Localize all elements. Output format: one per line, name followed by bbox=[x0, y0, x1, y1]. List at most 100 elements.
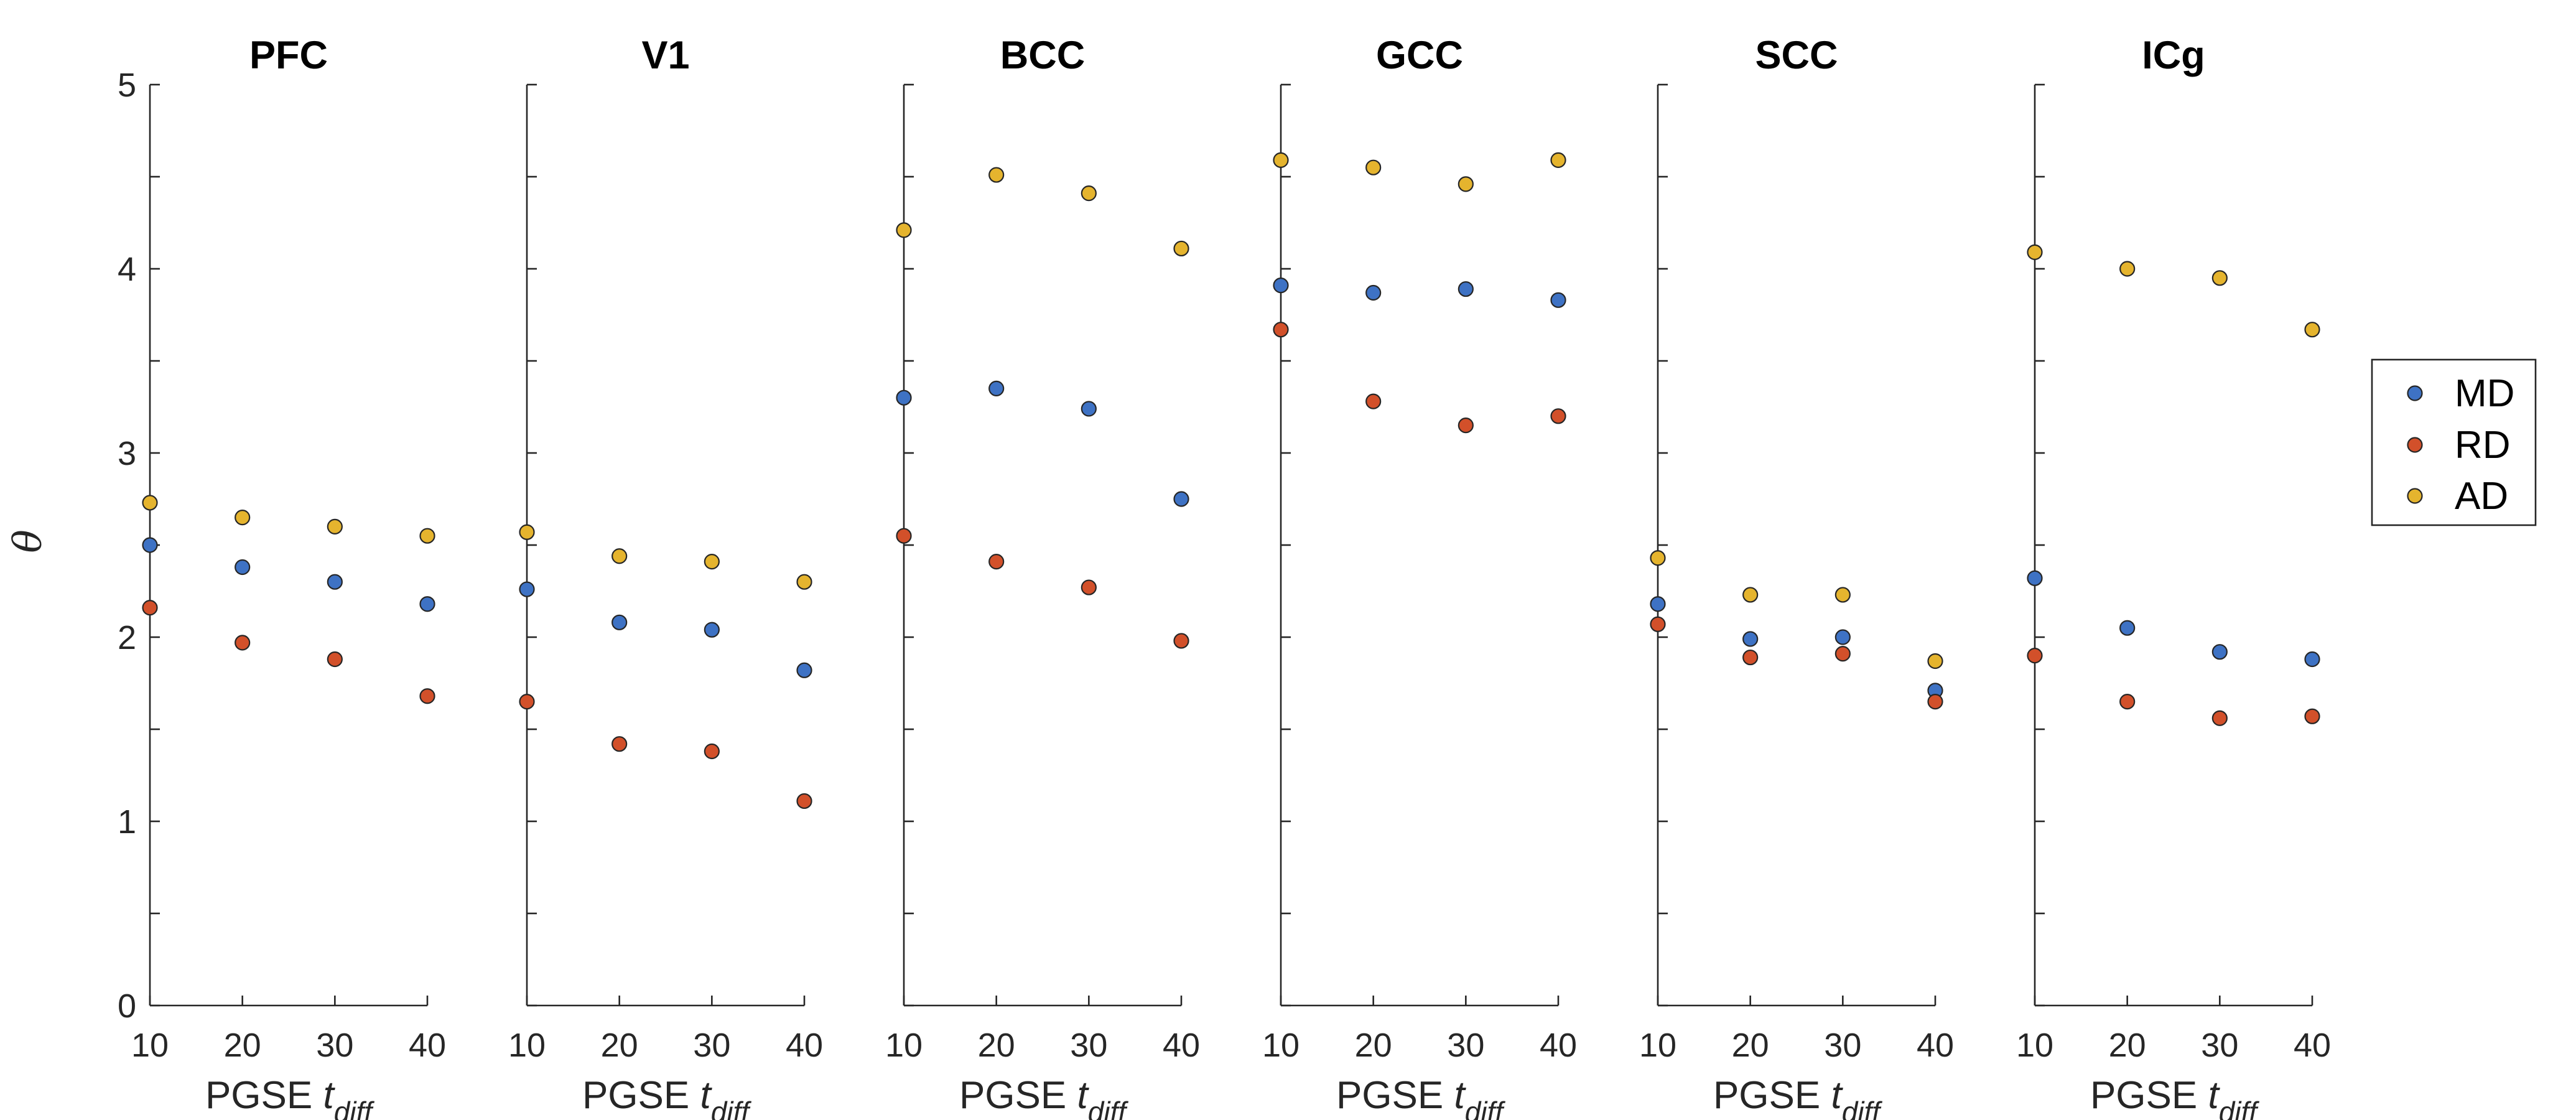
point-icg-md-30 bbox=[2211, 644, 2228, 660]
x-axis-label-variable: t bbox=[1077, 1074, 1089, 1117]
x-axis-label-subscript: diff bbox=[1842, 1096, 1883, 1120]
point-gcc-ad-40 bbox=[1550, 152, 1566, 168]
x-axis-label-variable: t bbox=[2208, 1074, 2220, 1117]
x-axis-label-subscript: diff bbox=[334, 1096, 375, 1120]
point-gcc-rd-30 bbox=[1458, 417, 1474, 434]
x-axis-label: PGSE tdiff bbox=[582, 1074, 751, 1120]
x-axis-label-variable: t bbox=[323, 1074, 335, 1117]
point-scc-ad-10 bbox=[1650, 550, 1666, 566]
legend-label-rd: RD bbox=[2455, 424, 2511, 467]
point-v1-rd-40 bbox=[796, 793, 812, 810]
panel-title: BCC bbox=[1000, 34, 1086, 77]
point-bcc-md-40 bbox=[1173, 491, 1189, 507]
x-axis-label-subscript: diff bbox=[2219, 1096, 2260, 1120]
point-gcc-md-10 bbox=[1273, 278, 1289, 294]
panel-title: SCC bbox=[1755, 34, 1838, 77]
point-icg-ad-20 bbox=[2119, 261, 2136, 277]
panel-bcc: BCC 10 20 30 40 PGSE tdiff bbox=[885, 34, 1200, 1120]
point-icg-ad-10 bbox=[2027, 244, 2043, 260]
point-v1-ad-40 bbox=[796, 574, 812, 590]
panel-title: V1 bbox=[641, 34, 689, 77]
point-icg-ad-30 bbox=[2211, 270, 2228, 286]
point-scc-md-20 bbox=[1742, 631, 1759, 647]
point-bcc-ad-40 bbox=[1173, 240, 1189, 257]
legend-marker-md bbox=[2407, 385, 2423, 401]
x-axis-label-variable: t bbox=[1831, 1074, 1843, 1117]
panel-icg: ICg 10 20 30 40 PGSE tdiff bbox=[2016, 34, 2331, 1120]
point-pfc-rd-40 bbox=[419, 688, 435, 704]
point-gcc-rd-40 bbox=[1550, 408, 1566, 424]
legend-label-ad: AD bbox=[2455, 475, 2508, 518]
point-gcc-md-30 bbox=[1458, 281, 1474, 297]
point-bcc-ad-10 bbox=[896, 222, 912, 238]
x-axis-label: PGSE tdiff bbox=[2090, 1074, 2259, 1120]
point-bcc-md-30 bbox=[1081, 401, 1097, 417]
x-axis-label-prefix: PGSE bbox=[959, 1074, 1077, 1117]
panel-title: ICg bbox=[2142, 34, 2205, 77]
point-pfc-ad-10 bbox=[142, 495, 158, 511]
x-tick-label: 10 bbox=[508, 1027, 546, 1064]
x-axis-label-subscript: diff bbox=[711, 1096, 752, 1120]
point-pfc-ad-20 bbox=[235, 509, 251, 526]
point-icg-rd-40 bbox=[2304, 708, 2320, 724]
x-axis-label-prefix: PGSE bbox=[582, 1074, 700, 1117]
point-icg-rd-30 bbox=[2211, 710, 2228, 726]
x-tick-label: 20 bbox=[601, 1027, 638, 1064]
x-tick-label: 40 bbox=[409, 1027, 446, 1064]
point-scc-rd-30 bbox=[1834, 646, 1851, 662]
x-tick-label: 30 bbox=[316, 1027, 353, 1064]
point-pfc-md-10 bbox=[142, 537, 158, 553]
x-axis-label-prefix: PGSE bbox=[1713, 1074, 1831, 1117]
point-scc-ad-20 bbox=[1742, 587, 1759, 603]
y-tick-label: 4 bbox=[118, 251, 136, 288]
point-icg-md-10 bbox=[2027, 570, 2043, 586]
point-scc-ad-30 bbox=[1834, 587, 1851, 603]
point-gcc-ad-20 bbox=[1365, 159, 1382, 175]
point-v1-rd-20 bbox=[611, 736, 628, 752]
point-icg-rd-20 bbox=[2119, 693, 2136, 710]
point-pfc-rd-20 bbox=[235, 635, 251, 651]
point-icg-md-20 bbox=[2119, 620, 2136, 636]
panel-title: GCC bbox=[1376, 34, 1463, 77]
x-tick-label: 10 bbox=[2016, 1027, 2053, 1064]
point-gcc-rd-20 bbox=[1365, 393, 1382, 409]
panel-scc: SCC 10 20 30 40 PGSE tdiff bbox=[1639, 34, 1954, 1120]
x-axis-label: PGSE tdiff bbox=[1336, 1074, 1505, 1120]
panel-gcc: GCC 10 20 30 40 PGSE tdiff bbox=[1262, 34, 1577, 1120]
point-bcc-md-20 bbox=[988, 380, 1005, 397]
panel-title: PFC bbox=[249, 34, 328, 77]
point-v1-ad-30 bbox=[704, 554, 720, 570]
x-tick-label: 30 bbox=[1447, 1027, 1484, 1064]
point-icg-md-40 bbox=[2304, 651, 2320, 668]
point-bcc-md-10 bbox=[896, 390, 912, 406]
point-bcc-rd-10 bbox=[896, 528, 912, 544]
y-tick-label: 0 bbox=[118, 987, 136, 1025]
x-tick-label: 20 bbox=[1732, 1027, 1769, 1064]
x-tick-label: 40 bbox=[2294, 1027, 2331, 1064]
x-tick-label: 20 bbox=[224, 1027, 261, 1064]
x-tick-label: 40 bbox=[1163, 1027, 1200, 1064]
legend-marker-ad bbox=[2407, 488, 2423, 504]
point-bcc-rd-20 bbox=[988, 554, 1005, 570]
point-scc-rd-10 bbox=[1650, 616, 1666, 632]
point-gcc-rd-10 bbox=[1273, 322, 1289, 338]
point-gcc-md-20 bbox=[1365, 284, 1382, 301]
x-axis-label-prefix: PGSE bbox=[205, 1074, 323, 1117]
legend: MD RD AD bbox=[2371, 358, 2537, 526]
point-scc-md-10 bbox=[1650, 596, 1666, 612]
point-bcc-ad-20 bbox=[988, 167, 1005, 183]
legend-box bbox=[2371, 358, 2537, 526]
point-v1-rd-30 bbox=[704, 743, 720, 760]
point-v1-ad-20 bbox=[611, 548, 628, 564]
x-axis-label-variable: t bbox=[1454, 1074, 1466, 1117]
x-tick-label: 10 bbox=[1262, 1027, 1300, 1064]
point-v1-md-30 bbox=[704, 622, 720, 638]
x-tick-label: 20 bbox=[978, 1027, 1015, 1064]
y-axis-label: θ bbox=[5, 530, 50, 553]
x-axis-label: PGSE tdiff bbox=[959, 1074, 1128, 1120]
point-pfc-ad-40 bbox=[419, 528, 435, 544]
point-pfc-md-20 bbox=[235, 559, 251, 576]
legend-label-md: MD bbox=[2455, 372, 2514, 415]
point-bcc-ad-30 bbox=[1081, 185, 1097, 202]
